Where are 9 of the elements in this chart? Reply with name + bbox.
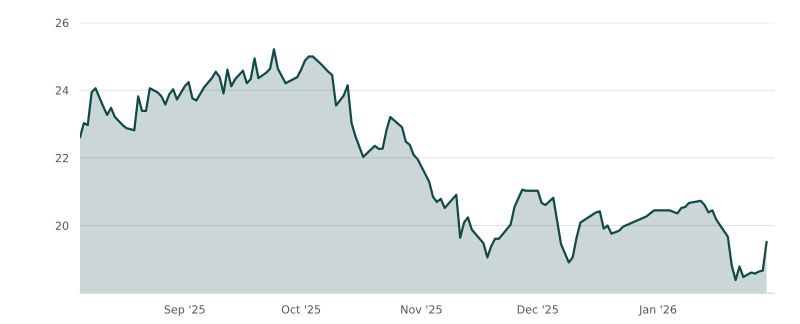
y-tick-label: 20 xyxy=(56,222,68,230)
y-tick-label: 24 xyxy=(56,86,69,95)
x-tick-label: Oct '25 xyxy=(282,305,320,314)
x-tick-label: Sep '25 xyxy=(164,305,205,316)
x-tick-label: Jan '26 xyxy=(638,305,676,316)
x-tick-label: Dec '25 xyxy=(518,305,558,314)
x-tick-label: Nov '25 xyxy=(401,305,442,314)
y-tick-label: 26 xyxy=(56,18,68,28)
y-tick-label: 22 xyxy=(56,154,68,162)
